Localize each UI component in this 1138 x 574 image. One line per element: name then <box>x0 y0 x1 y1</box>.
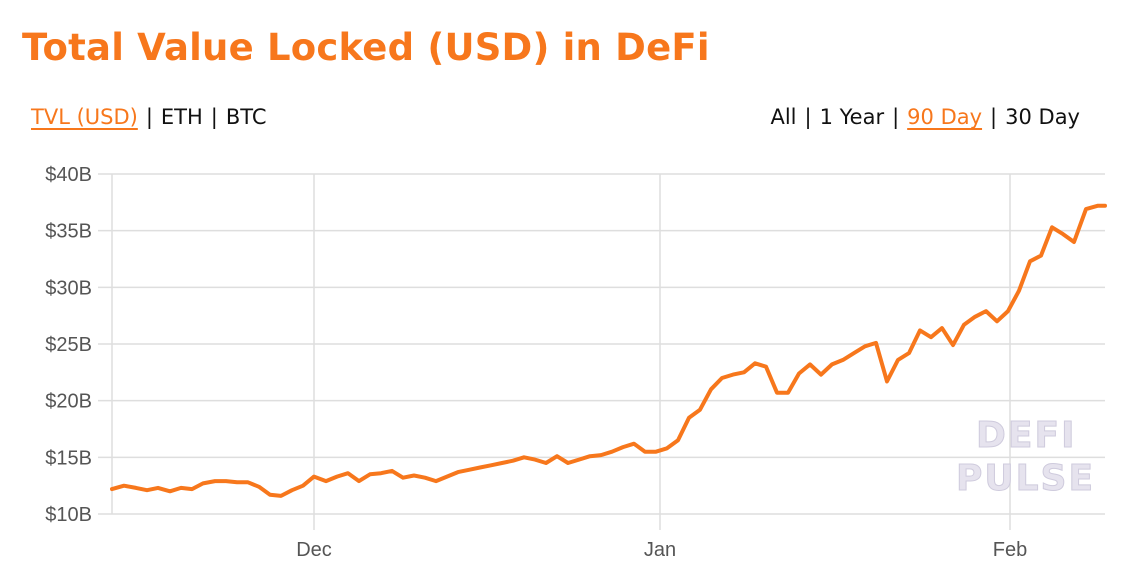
tvl-series-line[interactable] <box>110 203 1107 498</box>
separator: | <box>210 105 218 129</box>
y-tick-label: $15B <box>45 447 92 469</box>
y-tick-label: $40B <box>45 164 92 186</box>
separator: | <box>145 105 153 129</box>
x-gridlines <box>111 174 1011 530</box>
y-axis-labels: $10B $15B $20B $25B $30B $35B $40B <box>45 164 92 526</box>
range-option-30-day[interactable]: 30 Day <box>1005 105 1080 129</box>
range-toggle: All | 1 Year | 90 Day | 30 Day <box>770 105 1080 129</box>
watermark-line2: PULSE <box>956 458 1095 499</box>
range-option-all[interactable]: All <box>770 105 797 129</box>
y-tick-label: $10B <box>45 504 92 526</box>
page-title: Total Value Locked (USD) in DeFi <box>22 26 710 69</box>
separator: | <box>990 105 998 129</box>
y-tick-label: $35B <box>45 221 92 243</box>
watermark: DEFI PULSE <box>956 415 1095 500</box>
range-option-1-year[interactable]: 1 Year <box>819 105 885 129</box>
x-tick-jan: Jan <box>644 539 676 561</box>
separator: | <box>804 105 812 129</box>
x-tick-feb: Feb <box>993 539 1027 561</box>
metric-option-eth[interactable]: ETH <box>160 105 203 129</box>
separator: | <box>892 105 900 129</box>
x-tick-dec: Dec <box>296 539 332 561</box>
y-gridlines <box>98 173 1105 515</box>
metric-option-tvl-usd[interactable]: TVL (USD) <box>31 105 138 129</box>
metric-option-btc[interactable]: BTC <box>225 105 267 129</box>
metric-toggle: TVL (USD) | ETH | BTC <box>31 105 267 129</box>
y-tick-label: $25B <box>45 334 92 356</box>
watermark-line1: DEFI <box>976 415 1076 456</box>
y-tick-label: $30B <box>45 277 92 299</box>
range-option-90-day[interactable]: 90 Day <box>907 105 983 129</box>
x-axis-labels: Dec Jan Feb <box>296 539 1027 561</box>
y-tick-label: $20B <box>45 391 92 413</box>
